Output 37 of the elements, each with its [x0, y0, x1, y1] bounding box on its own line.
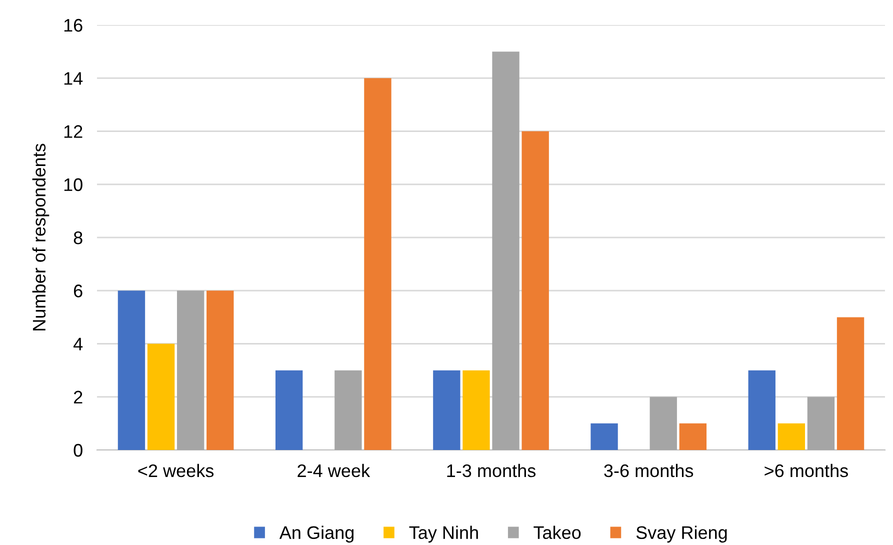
y-tick-label: 14 [64, 72, 83, 85]
bar [147, 344, 175, 450]
legend-label: Svay Rieng [636, 526, 727, 543]
x-tick-label: >6 months [764, 464, 848, 478]
bar [433, 370, 460, 450]
bar [364, 78, 392, 450]
y-tick-label: 4 [73, 338, 83, 350]
bar [807, 396, 835, 450]
y-tick-label: 2 [74, 390, 82, 404]
x-tick-label: 3-6 months [604, 464, 694, 478]
x-tick-label: 1-3 months [447, 464, 536, 478]
bar [748, 370, 776, 450]
bar [206, 290, 234, 450]
y-tick-label: 8 [74, 231, 82, 244]
y-tick-label: 12 [64, 125, 82, 138]
bar [118, 290, 146, 450]
bar [679, 423, 707, 450]
x-tick-label: 2-4 week [298, 464, 370, 478]
x-tick-label: <2 weeks [138, 464, 214, 478]
y-axis-title: Number of respondents [32, 144, 50, 330]
bar [778, 423, 806, 450]
y-tick-label: 6 [74, 284, 82, 298]
bar [275, 370, 303, 450]
y-tick-label: 16 [64, 18, 82, 32]
bar [590, 423, 618, 450]
y-tick-label: 0 [74, 444, 82, 457]
bar [176, 290, 204, 450]
bar [462, 370, 490, 450]
bar [836, 317, 864, 450]
bar [522, 131, 549, 450]
y-tick-label: 10 [64, 178, 82, 192]
legend-label: Takeo [534, 526, 581, 540]
legend-label: Tay Ninh [409, 526, 478, 543]
legend-label: An Giang [279, 526, 354, 543]
bar [650, 396, 677, 450]
bar [492, 52, 520, 450]
bar [334, 370, 362, 450]
